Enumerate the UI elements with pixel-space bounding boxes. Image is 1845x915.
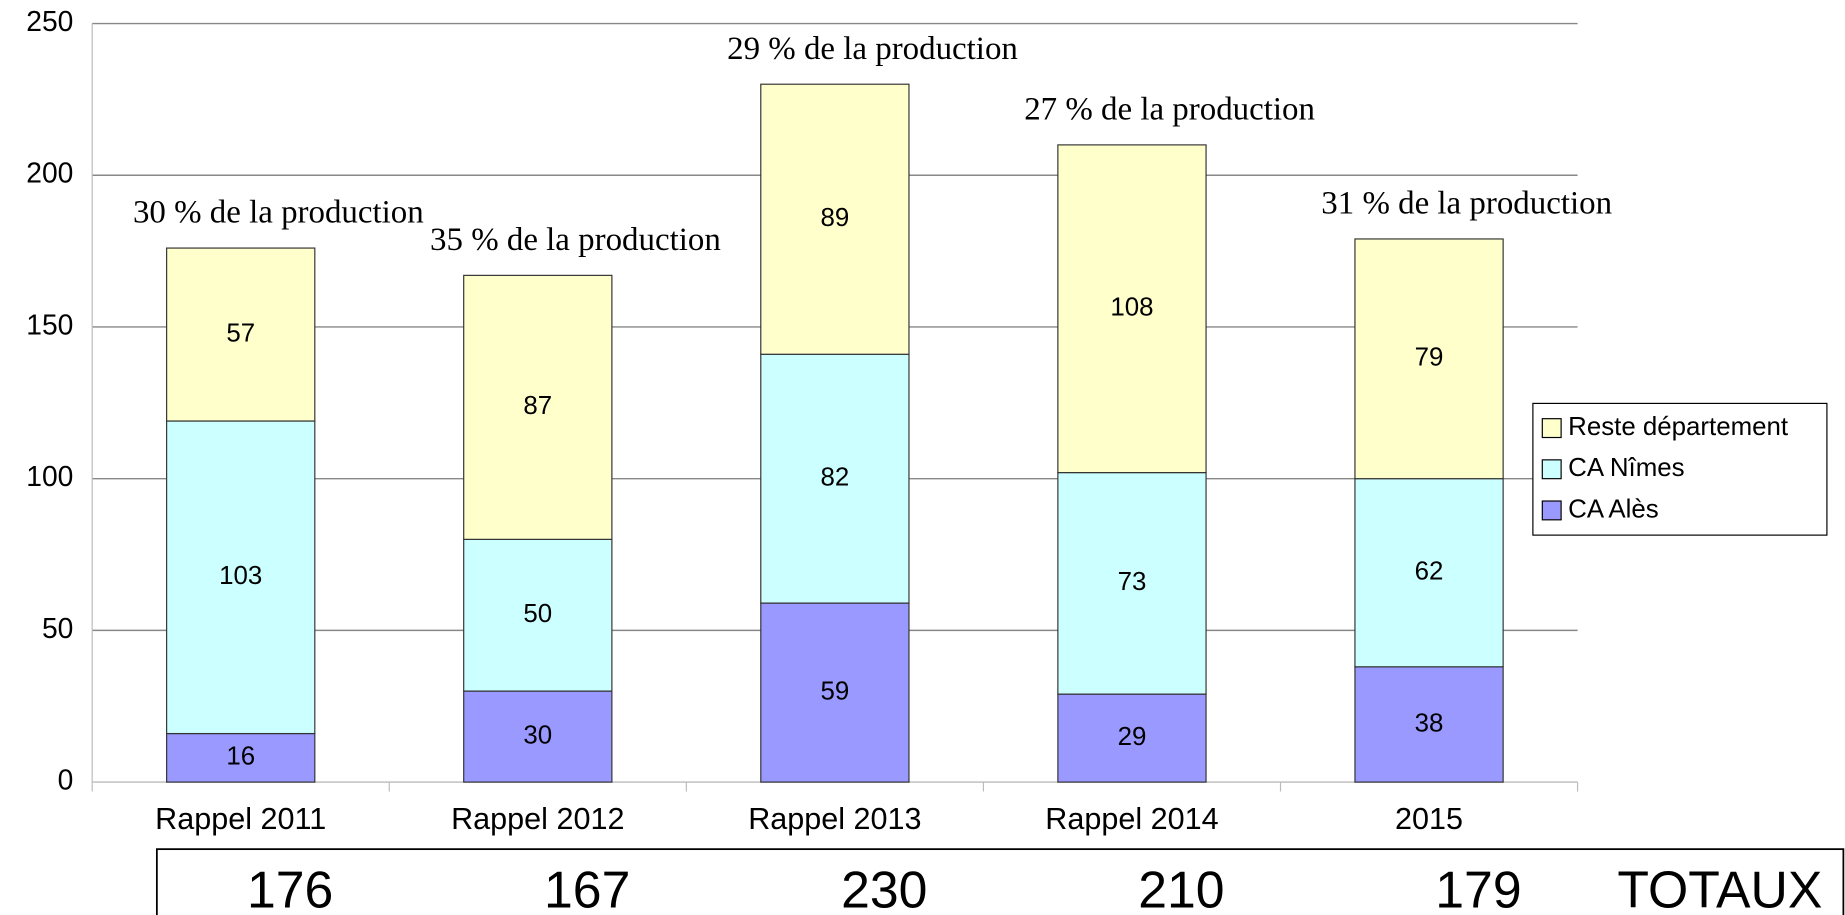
bar-segment [1354,238,1504,480]
total: 179 [1435,861,1521,915]
total: 176 [247,861,333,915]
bar-segment [1354,478,1504,668]
bar-segment [1354,666,1504,783]
legend-swatch [1541,459,1562,480]
bar-segment [760,353,910,604]
bar-segment [1057,144,1207,474]
legend-box [1532,402,1828,536]
x-tick-label: Rappel 2014 [1045,802,1218,836]
total: 210 [1138,861,1224,915]
data-label: 29 [1118,723,1147,751]
x-tick-label: 2015 [1395,802,1463,836]
x-tick-label: Rappel 2012 [451,802,624,836]
data-label: 30 [523,721,552,749]
annotation: 31 % de la production [1321,186,1612,222]
bar-segment [1057,693,1207,783]
data-label: 82 [820,463,849,491]
data-label: 59 [820,677,849,705]
totals-label: TOTAUX [1617,861,1822,915]
data-label: 103 [219,562,262,590]
data-label: 57 [226,319,255,347]
y-tick-label: 150 [26,308,73,340]
data-label: 108 [1110,294,1153,322]
annotation: 30 % de la production [133,195,424,231]
legend-label: CA Alès [1568,495,1659,523]
annotation: 27 % de la production [1024,92,1315,128]
total: 167 [544,861,630,915]
y-tick-label: 100 [26,460,73,492]
bar-segment [760,83,910,355]
bar-segment [463,690,613,783]
legend-swatch [1541,500,1562,521]
legend-label: Reste département [1568,413,1788,441]
bar-segment [166,732,316,783]
y-tick-label: 200 [26,157,73,189]
data-label: 73 [1118,568,1147,596]
bar-segment [463,274,613,540]
data-label: 89 [820,204,849,232]
data-label: 87 [523,392,552,420]
bar-segment [166,247,316,422]
data-label: 50 [523,600,552,628]
total: 230 [841,861,927,915]
bar-segment [166,420,316,735]
bar-segment [760,602,910,783]
bar-segment [463,538,613,692]
totals-box [155,848,1845,915]
data-label: 62 [1415,558,1444,586]
y-tick-label: 0 [58,764,74,796]
data-label: 16 [226,743,255,771]
y-tick-label: 250 [26,5,73,37]
x-tick-label: Rappel 2013 [748,802,921,836]
data-label: 79 [1415,344,1444,372]
annotation: 35 % de la production [430,222,721,258]
annotation: 29 % de la production [727,31,1018,67]
x-tick-label: Rappel 2011 [155,802,326,836]
legend-swatch [1541,418,1562,439]
y-tick-label: 50 [42,612,73,644]
legend-label: CA Nîmes [1568,454,1684,482]
data-label: 38 [1415,709,1444,737]
